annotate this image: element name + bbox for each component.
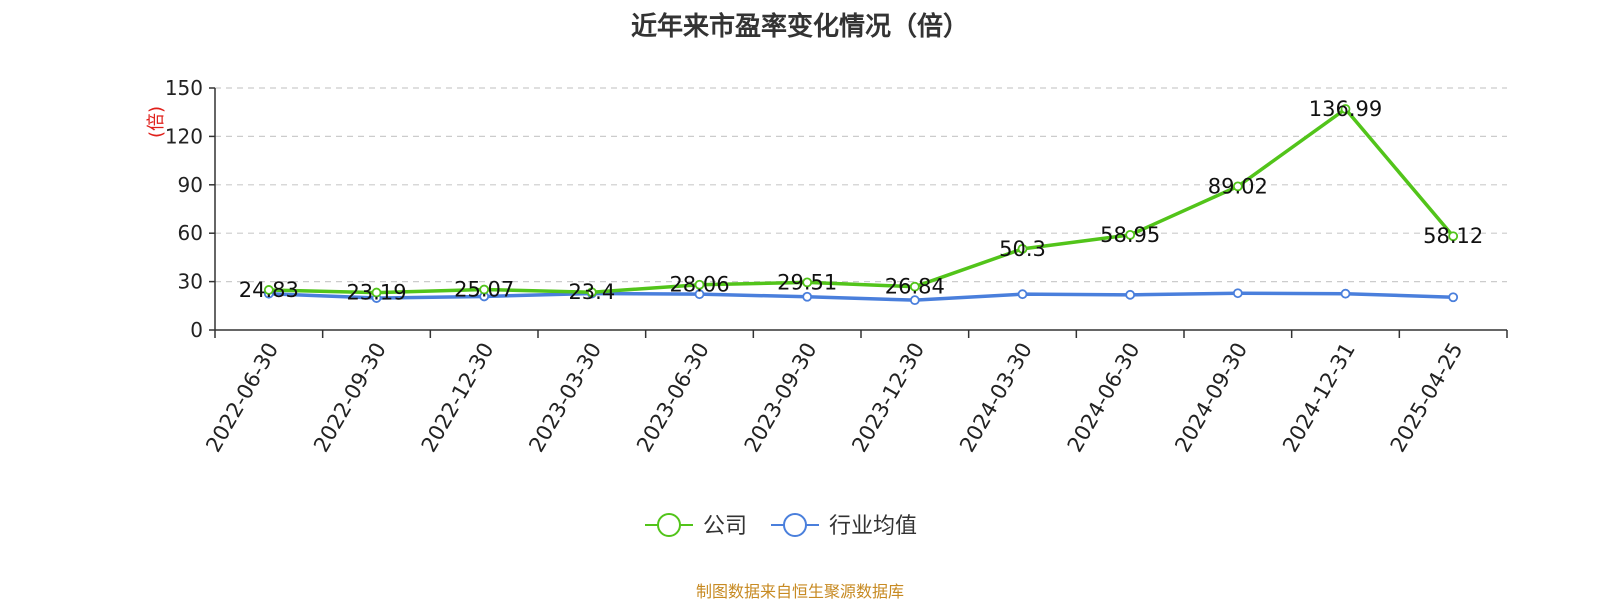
- x-tick-label: 2022-09-30: [309, 339, 391, 457]
- x-tick-label: 2023-09-30: [740, 339, 822, 457]
- axes: 0 30 60 90 120 150 (倍) 2022-06-30 2022-09-30 2022…: [146, 76, 1508, 457]
- data-point: [1017, 289, 1028, 300]
- data-label: 25.07: [454, 278, 514, 302]
- x-tick-label: 2022-06-30: [201, 339, 283, 457]
- data-point: [1017, 243, 1028, 254]
- data-label: 89.02: [1208, 174, 1268, 198]
- data-point: [909, 295, 920, 306]
- y-tick-label: 150: [165, 76, 203, 100]
- series-lines: [263, 104, 1459, 306]
- data-point: [1232, 288, 1243, 299]
- data-labels: 24.83 23.19 25.07 23.4 28.06 29.51 26.84 50.3 58…: [239, 97, 1483, 305]
- data-label: 50.3: [999, 237, 1046, 261]
- x-tick-label: 2024-09-30: [1170, 339, 1252, 457]
- data-label: 26.84: [885, 275, 945, 299]
- data-point: [802, 277, 813, 288]
- data-point: [1340, 288, 1351, 299]
- data-label: 28.06: [669, 273, 729, 297]
- data-point: [371, 287, 382, 298]
- data-point: [586, 287, 597, 298]
- data-point: [694, 289, 705, 300]
- data-label: 58.12: [1423, 224, 1483, 248]
- x-tick-label: 2024-12-31: [1278, 339, 1360, 457]
- data-point: [263, 285, 274, 295]
- data-point: [1232, 181, 1243, 192]
- x-tick-label: 2024-03-30: [955, 339, 1037, 457]
- data-point: [802, 291, 813, 302]
- x-tick-label: 2022-12-30: [417, 339, 499, 457]
- data-point: [694, 279, 705, 290]
- y-tick-label: 90: [178, 173, 203, 197]
- y-axis-unit-label: (倍): [146, 106, 167, 138]
- data-point: [1125, 289, 1136, 300]
- data-point: [1340, 104, 1351, 114]
- data-label: 58.95: [1100, 223, 1160, 247]
- data-label: 23.19: [346, 281, 406, 305]
- x-tick-label: 2025-04-25: [1386, 339, 1468, 457]
- legend-circle-icon: [783, 513, 807, 537]
- data-point: [909, 281, 920, 292]
- legend-label: 公司: [703, 514, 747, 539]
- y-tick-label: 60: [178, 221, 203, 245]
- data-point: [1448, 292, 1459, 303]
- data-label: 23.4: [568, 280, 615, 304]
- legend-circle-icon: [657, 513, 681, 537]
- x-tick-label: 2023-12-30: [847, 339, 929, 457]
- x-tick-label: 2024-06-30: [1063, 339, 1145, 457]
- y-tick-label: 30: [178, 270, 203, 294]
- y-tick-label: 120: [165, 124, 203, 148]
- series-line-company: [268, 107, 1455, 295]
- x-tick-label: 2023-06-30: [632, 339, 714, 457]
- data-point: [1125, 229, 1136, 240]
- data-point: [479, 284, 490, 295]
- legend[interactable]: 公司 行业均值: [645, 513, 917, 539]
- data-label: 136.99: [1309, 97, 1382, 121]
- x-tick-label: 2023-03-30: [524, 339, 606, 457]
- legend-item[interactable]: 行业均值: [771, 513, 917, 539]
- data-point: [1448, 231, 1459, 242]
- chart-title: 近年来市盈率变化情况（倍）: [630, 12, 969, 42]
- legend-item[interactable]: 公司: [645, 513, 747, 539]
- data-label: 29.51: [777, 270, 837, 294]
- legend-label: 行业均值: [829, 514, 917, 539]
- source-note: 制图数据来自恒生聚源数据库: [695, 582, 904, 601]
- y-tick-label: 0: [190, 318, 203, 342]
- data-label: 24.83: [239, 278, 299, 302]
- series-line-industry: [268, 291, 1454, 302]
